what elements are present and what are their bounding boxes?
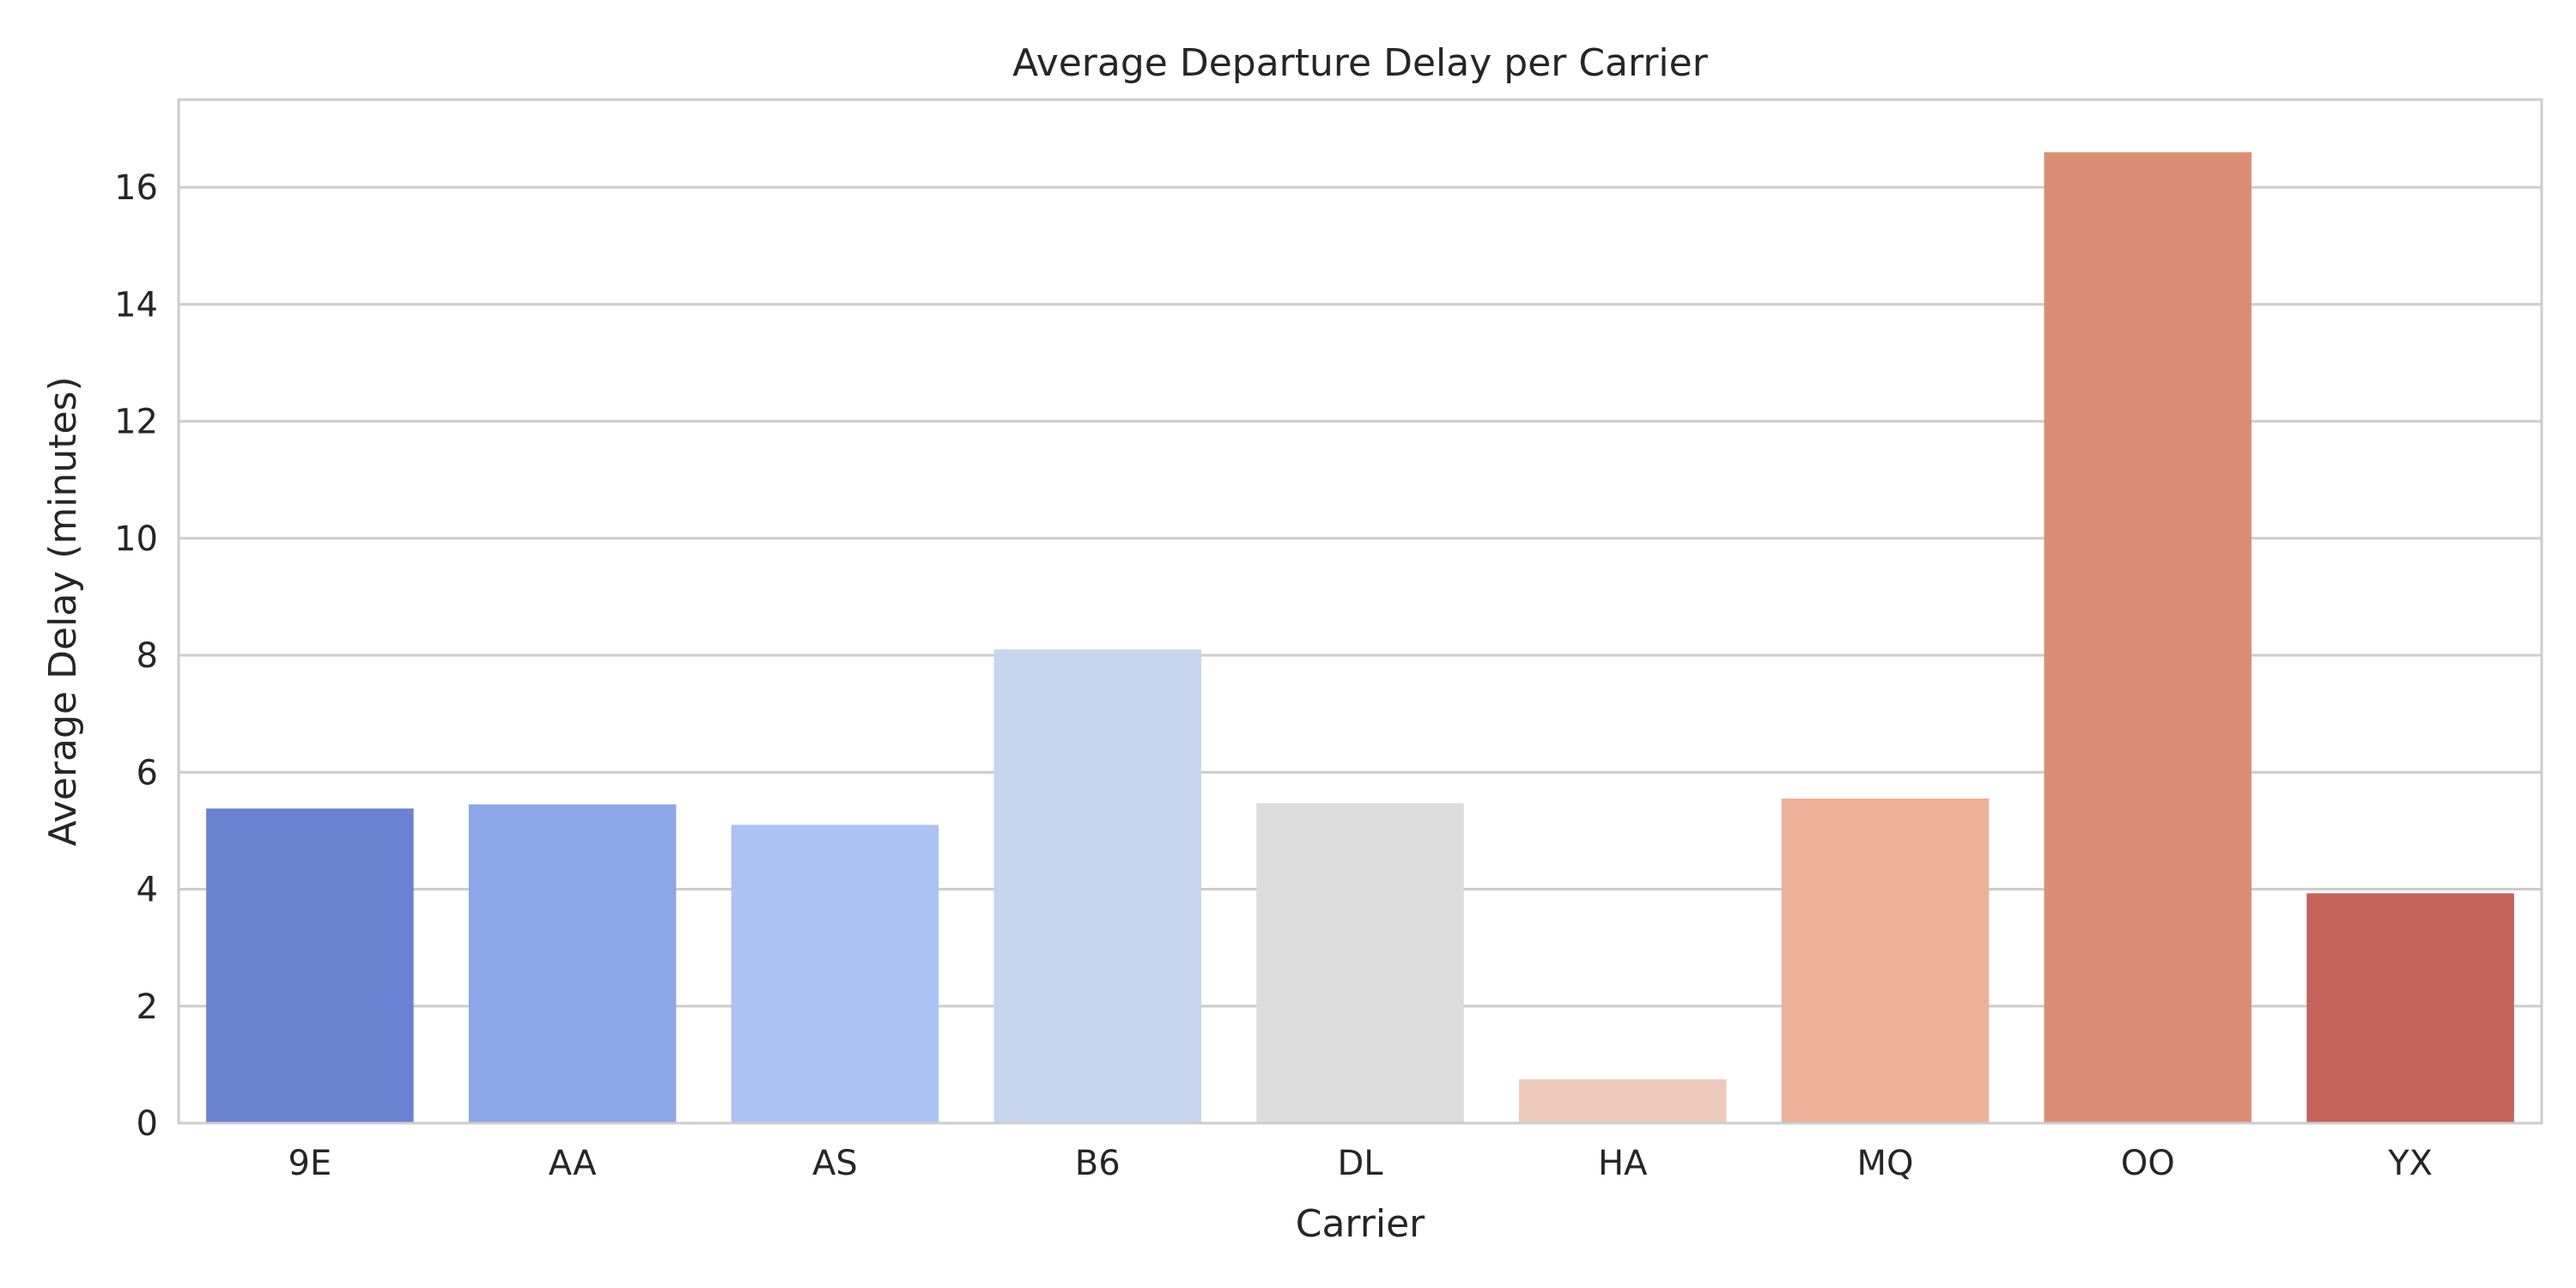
bar-B6 [993,649,1202,1123]
y-tick-label: 10 [114,519,158,559]
y-tick-label: 0 [137,1104,158,1144]
x-tick-label: 9E [289,1144,332,1183]
bar-YX [2306,893,2514,1123]
x-tick-label: OO [2121,1144,2175,1183]
bar-AS [731,824,939,1123]
x-tick-label: AA [549,1144,597,1183]
bars [206,152,2514,1123]
x-tick-labels: 9E AA AS B6 DL HA MQ OO YX [289,1144,2433,1183]
bar-MQ [1781,798,1990,1123]
x-tick-label: DL [1337,1144,1383,1183]
y-tick-label: 8 [137,636,158,676]
x-tick-label: HA [1598,1144,1648,1183]
y-tick-label: 6 [137,753,158,793]
x-tick-label: B6 [1075,1144,1121,1183]
bar-AA [468,804,677,1123]
plot-frame [177,98,2543,1125]
x-axis-label: Carrier [1296,1202,1425,1246]
y-tick-label: 12 [114,403,158,442]
y-tick-label: 14 [114,285,158,325]
bar-OO [2044,152,2252,1123]
y-tick-label: 4 [137,871,158,910]
bar-9E [206,808,414,1123]
x-tick-label: AS [812,1144,858,1183]
y-tick-label: 16 [114,168,158,208]
chart-title: Average Departure Delay per Carrier [1012,41,1709,85]
x-tick-label: MQ [1857,1144,1914,1183]
x-tick-label: YX [2387,1144,2433,1183]
y-axis-label: Average Delay (minutes) [41,376,85,846]
bar-DL [1256,803,1464,1123]
y-tick-labels: 0 2 4 6 8 10 12 14 16 [114,168,158,1144]
y-tick-label: 2 [137,987,158,1027]
bar-HA [1518,1078,1727,1123]
